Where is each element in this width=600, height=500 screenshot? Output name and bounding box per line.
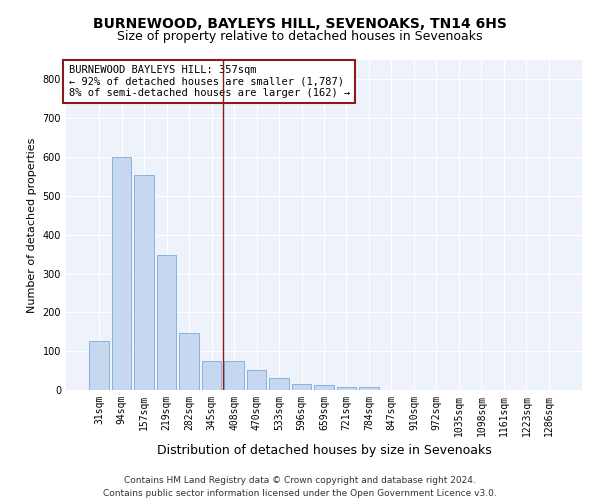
Bar	[157, 256, 176, 390]
X-axis label: Distribution of detached houses by size in Sevenoaks: Distribution of detached houses by size …	[157, 444, 491, 458]
Bar	[314, 385, 334, 390]
Bar	[247, 370, 266, 390]
Bar	[202, 361, 221, 390]
Text: Contains HM Land Registry data © Crown copyright and database right 2024.
Contai: Contains HM Land Registry data © Crown c…	[103, 476, 497, 498]
Bar	[134, 174, 154, 390]
Bar	[224, 361, 244, 390]
Bar	[337, 387, 356, 390]
Bar	[269, 378, 289, 390]
Bar	[359, 387, 379, 390]
Bar	[89, 342, 109, 390]
Bar	[112, 157, 131, 390]
Text: BURNEWOOD, BAYLEYS HILL, SEVENOAKS, TN14 6HS: BURNEWOOD, BAYLEYS HILL, SEVENOAKS, TN14…	[93, 18, 507, 32]
Text: Size of property relative to detached houses in Sevenoaks: Size of property relative to detached ho…	[117, 30, 483, 43]
Bar	[292, 384, 311, 390]
Y-axis label: Number of detached properties: Number of detached properties	[27, 138, 37, 312]
Bar	[179, 332, 199, 390]
Text: BURNEWOOD BAYLEYS HILL: 357sqm
← 92% of detached houses are smaller (1,787)
8% o: BURNEWOOD BAYLEYS HILL: 357sqm ← 92% of …	[68, 65, 350, 98]
